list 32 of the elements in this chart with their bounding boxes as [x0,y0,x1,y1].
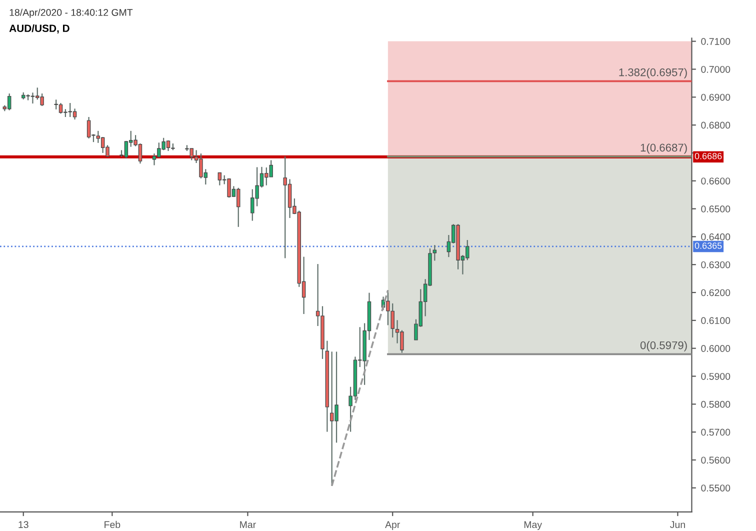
y-tick-label: 0.6600 [701,178,730,184]
x-tick-label: Jun [670,521,685,528]
x-tick-label: Apr [385,521,400,530]
candlestick [432,244,437,262]
ref-line-label: 0.6365 [694,242,722,249]
chart-title: AUD/USD, D [9,24,70,34]
x-tick-label: Mar [240,521,256,528]
y-tick-label: 0.6500 [701,206,730,212]
x-tick-label: 13 [18,521,28,528]
x-tick-label: May [524,521,542,530]
y-tick-label: 0.6800 [701,122,730,129]
y-tick-label: 0.6900 [701,94,730,101]
y-tick-label: 0.5900 [701,372,730,380]
candlestick [218,172,222,186]
candlestick [7,92,12,111]
y-tick-label: 0.5800 [701,400,730,408]
annotation: 1.382(0.6957) [619,68,687,78]
y-tick-label: 0.5500 [701,484,730,492]
y-tick-label: 0.6400 [701,233,730,240]
y-tick-label: 0.6200 [701,289,730,296]
annotation: 0(0.5979) [640,341,687,352]
y-tick-label: 0.7100 [701,38,730,45]
x-tick-label: Feb [104,520,120,528]
annotation: 1(0.6687) [640,143,687,154]
y-tick-label: 0.7000 [701,66,730,73]
y-tick-label: 0.6300 [701,261,730,268]
y-tick-label: 0.5700 [701,428,730,436]
y-tick-label: 0.6000 [701,345,730,352]
y-tick-label: 0.5600 [701,456,730,464]
chart-subtitle: 18/Apr/2020 - 18:40:12 GMT [10,8,133,18]
y-tick-label: 0.6100 [701,317,730,324]
ref-line-label: 0.6686 [694,152,722,160]
